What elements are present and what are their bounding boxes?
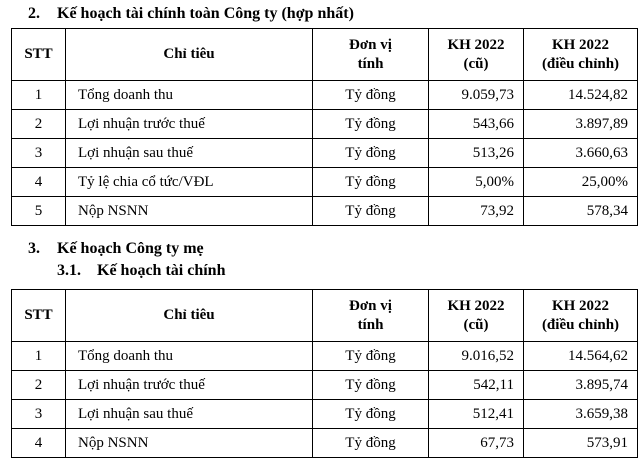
- cell-unit: Tỷ đồng: [312, 428, 429, 458]
- col-header-indicator: Chỉ tiêu: [65, 289, 313, 342]
- cell-kh-adjusted: 3.895,74: [523, 370, 638, 400]
- cell-kh-adjusted: 14.524,82: [523, 80, 638, 110]
- cell-kh-old: 542,11: [428, 370, 524, 400]
- cell-kh-adjusted: 3.659,38: [523, 399, 638, 429]
- table-row: 1 Tổng doanh thu Tỷ đồng 9.059,73 14.524…: [11, 80, 638, 110]
- cell-kh-old: 512,41: [428, 399, 524, 429]
- table-row: 1 Tổng doanh thu Tỷ đồng 9.016,52 14.564…: [11, 341, 638, 371]
- cell-stt: 4: [11, 167, 66, 197]
- cell-indicator: Lợi nhuận sau thuế: [65, 138, 313, 168]
- table-header-row: STT Chỉ tiêu Đơn vị tính KH 2022 (cũ) KH…: [11, 289, 638, 342]
- cell-unit: Tỷ đồng: [312, 80, 429, 110]
- consolidated-plan-table: STT Chỉ tiêu Đơn vị tính KH 2022 (cũ) KH…: [11, 28, 638, 226]
- section-number: 3.1.: [57, 262, 81, 279]
- section-title: Kế hoạch tài chính: [97, 262, 226, 279]
- section-heading-parent: 3. Kế hoạch Công ty mẹ: [0, 238, 644, 260]
- section-number: 3.: [28, 240, 40, 257]
- section-heading-parent-finance: 3.1. Kế hoạch tài chính: [0, 260, 644, 282]
- table-row: 4 Tỷ lệ chia cổ tức/VĐL Tỷ đồng 5,00% 25…: [11, 167, 638, 197]
- cell-stt: 3: [11, 399, 66, 429]
- col-header-kh-adjusted: KH 2022 (điều chỉnh): [523, 28, 638, 81]
- col-header-unit: Đơn vị tính: [312, 289, 429, 342]
- cell-kh-adjusted: 578,34: [523, 196, 638, 226]
- cell-unit: Tỷ đồng: [312, 138, 429, 168]
- col-header-kh-old: KH 2022 (cũ): [428, 289, 524, 342]
- section-number: 2.: [28, 5, 40, 22]
- cell-indicator: Tổng doanh thu: [65, 80, 313, 110]
- cell-kh-adjusted: 3.897,89: [523, 109, 638, 139]
- cell-kh-adjusted: 25,00%: [523, 167, 638, 197]
- table-row: 5 Nộp NSNN Tỷ đồng 73,92 578,34: [11, 196, 638, 226]
- cell-stt: 4: [11, 428, 66, 458]
- cell-stt: 1: [11, 80, 66, 110]
- cell-kh-old: 73,92: [428, 196, 524, 226]
- cell-stt: 1: [11, 341, 66, 371]
- cell-indicator: Lợi nhuận sau thuế: [65, 399, 313, 429]
- cell-unit: Tỷ đồng: [312, 196, 429, 226]
- cell-indicator: Lợi nhuận trước thuế: [65, 109, 313, 139]
- col-header-unit: Đơn vị tính: [312, 28, 429, 81]
- cell-indicator: Tổng doanh thu: [65, 341, 313, 371]
- cell-stt: 2: [11, 109, 66, 139]
- cell-kh-old: 5,00%: [428, 167, 524, 197]
- col-header-stt: STT: [11, 289, 66, 342]
- cell-indicator: Nộp NSNN: [65, 428, 313, 458]
- cell-unit: Tỷ đồng: [312, 399, 429, 429]
- section-title: Kế hoạch tài chính toàn Công ty (hợp nhấ…: [57, 5, 354, 22]
- table-row: 3 Lợi nhuận sau thuế Tỷ đồng 513,26 3.66…: [11, 138, 638, 168]
- section-heading-consolidated: 2. Kế hoạch tài chính toàn Công ty (hợp …: [0, 3, 644, 25]
- cell-kh-old: 513,26: [428, 138, 524, 168]
- col-header-kh-adjusted: KH 2022 (điều chỉnh): [523, 289, 638, 342]
- col-header-indicator: Chỉ tiêu: [65, 28, 313, 81]
- cell-kh-adjusted: 14.564,62: [523, 341, 638, 371]
- cell-unit: Tỷ đồng: [312, 370, 429, 400]
- cell-unit: Tỷ đồng: [312, 109, 429, 139]
- table-row: 3 Lợi nhuận sau thuế Tỷ đồng 512,41 3.65…: [11, 399, 638, 429]
- cell-kh-old: 9.016,52: [428, 341, 524, 371]
- cell-kh-adjusted: 573,91: [523, 428, 638, 458]
- cell-indicator: Nộp NSNN: [65, 196, 313, 226]
- table-header-row: STT Chỉ tiêu Đơn vị tính KH 2022 (cũ) KH…: [11, 28, 638, 81]
- cell-indicator: Lợi nhuận trước thuế: [65, 370, 313, 400]
- col-header-stt: STT: [11, 28, 66, 81]
- table-row: 2 Lợi nhuận trước thuế Tỷ đồng 542,11 3.…: [11, 370, 638, 400]
- cell-kh-old: 67,73: [428, 428, 524, 458]
- cell-indicator: Tỷ lệ chia cổ tức/VĐL: [65, 167, 313, 197]
- cell-unit: Tỷ đồng: [312, 341, 429, 371]
- cell-kh-old: 543,66: [428, 109, 524, 139]
- cell-kh-old: 9.059,73: [428, 80, 524, 110]
- parent-company-plan-table: STT Chỉ tiêu Đơn vị tính KH 2022 (cũ) KH…: [11, 289, 638, 458]
- table-row: 2 Lợi nhuận trước thuế Tỷ đồng 543,66 3.…: [11, 109, 638, 139]
- cell-stt: 5: [11, 196, 66, 226]
- cell-kh-adjusted: 3.660,63: [523, 138, 638, 168]
- cell-stt: 3: [11, 138, 66, 168]
- col-header-kh-old: KH 2022 (cũ): [428, 28, 524, 81]
- section-title: Kế hoạch Công ty mẹ: [57, 240, 204, 257]
- cell-stt: 2: [11, 370, 66, 400]
- table-row: 4 Nộp NSNN Tỷ đồng 67,73 573,91: [11, 428, 638, 458]
- cell-unit: Tỷ đồng: [312, 167, 429, 197]
